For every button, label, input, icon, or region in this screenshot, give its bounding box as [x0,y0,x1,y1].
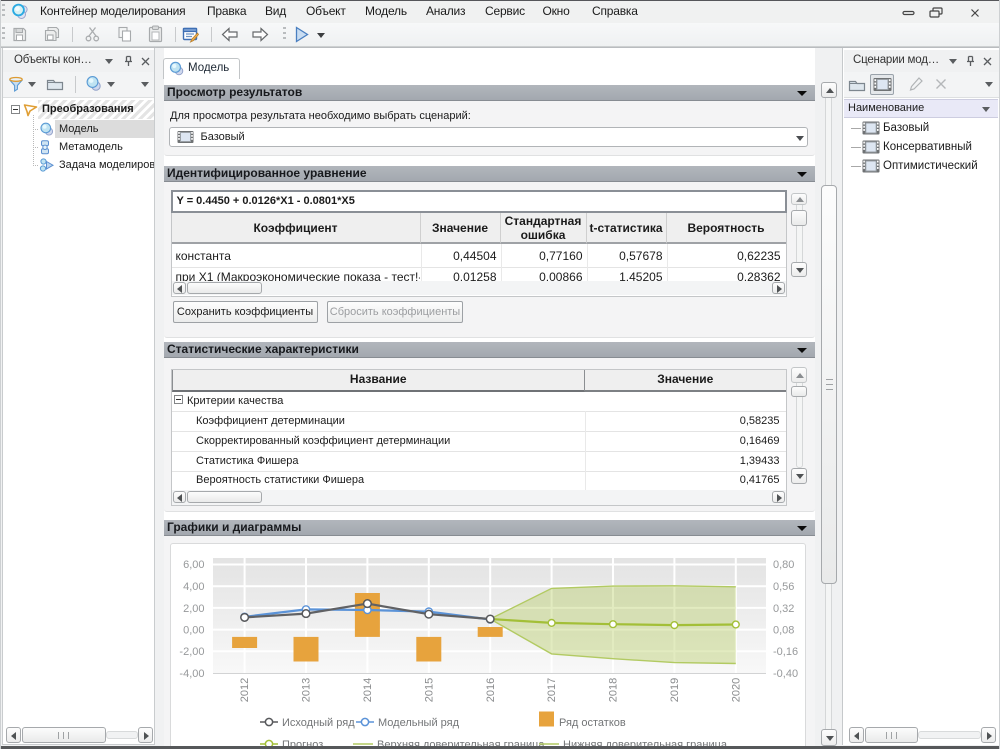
svg-text:2018: 2018 [607,678,619,702]
svg-text:2019: 2019 [669,678,681,702]
svg-text:6,00: 6,00 [183,559,204,571]
svg-text:Верхняя доверительная граница: Верхняя доверительная граница [377,739,545,749]
svg-text:-0,40: -0,40 [773,668,798,680]
svg-text:2017: 2017 [546,678,558,702]
svg-text:-0,16: -0,16 [773,646,798,658]
svg-text:0,80: 0,80 [773,559,794,571]
svg-text:0,56: 0,56 [773,581,794,593]
svg-text:-4,00: -4,00 [179,668,204,680]
svg-text:Нижняя доверительная граница: Нижняя доверительная граница [563,739,728,749]
svg-text:0,32: 0,32 [773,603,794,615]
svg-text:0,00: 0,00 [183,625,204,637]
svg-text:0,08: 0,08 [773,625,794,637]
svg-text:2014: 2014 [362,678,374,702]
svg-text:Исходный ряд: Исходный ряд [282,717,355,729]
svg-text:2016: 2016 [484,678,496,702]
svg-text:Модельный ряд: Модельный ряд [378,717,460,729]
svg-text:4,00: 4,00 [183,581,204,593]
svg-text:Ряд остатков: Ряд остатков [559,717,626,729]
svg-text:2020: 2020 [730,678,742,702]
svg-text:2012: 2012 [239,678,251,702]
svg-text:-2,00: -2,00 [179,646,204,658]
svg-text:2015: 2015 [423,678,435,702]
svg-text:2013: 2013 [300,678,312,702]
svg-text:2,00: 2,00 [183,603,204,615]
svg-text:Прогноз: Прогноз [282,739,323,749]
